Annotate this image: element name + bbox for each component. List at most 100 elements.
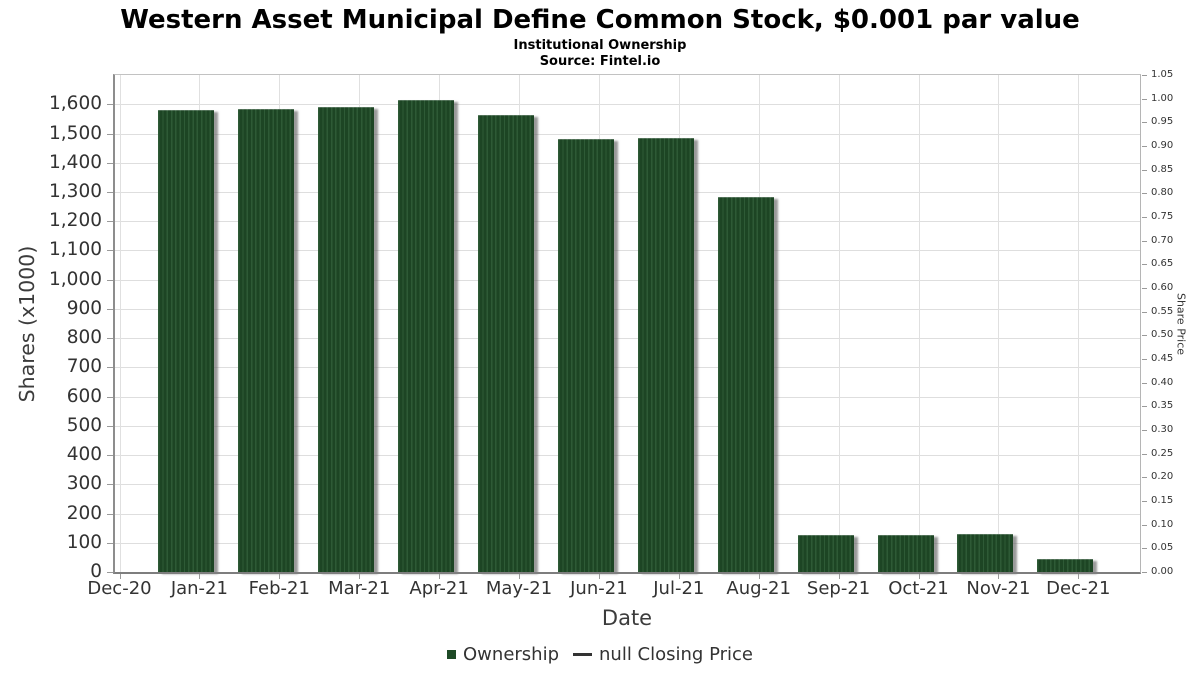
x-axis-tick-label-nov-21: Nov-21 [966,578,1031,599]
x-axis-tick-label-aug-21: Aug-21 [726,578,791,599]
right-axis-tick-mark [1142,146,1147,147]
left-axis-tick-mark [107,542,113,544]
gridline-horizontal [115,513,1140,515]
gridline-horizontal [115,279,1140,281]
bar-mar-21[interactable] [318,106,375,572]
right-axis-tick-mark [1142,501,1147,502]
x-axis-tick-label-dec-20: Dec-20 [87,578,152,599]
bar-dec-21[interactable] [1037,559,1094,572]
bar-nov-21[interactable] [957,534,1014,572]
left-axis-tick-label: 0 [90,561,102,582]
gridline-horizontal [115,542,1140,544]
right-axis-tick-label: 0.10 [1151,518,1174,530]
right-axis-tick-mark [1142,264,1147,266]
right-axis-tick-label: 0.75 [1151,211,1174,222]
bar-feb-21[interactable] [238,108,295,572]
left-axis-tick-label: 200 [66,502,102,524]
right-axis-tick-mark [1142,75,1147,76]
right-axis-tick-label: 0.35 [1151,400,1174,412]
left-axis-tick-label: 500 [66,414,102,436]
right-axis-tick-label: 0.30 [1151,424,1174,435]
left-axis-tick-label: 400 [66,444,102,466]
left-axis-tick-mark [107,396,113,398]
gridline-horizontal [115,104,1140,106]
right-axis-tick-mark [1142,359,1147,360]
right-axis-tick-label: 1.05 [1151,69,1174,80]
legend-item-closing-price[interactable]: null Closing Price [559,644,753,665]
x-axis-tick-label-jul-21: Jul-21 [653,578,705,599]
left-axis-tick-label: 100 [66,531,102,553]
x-axis-tick-label-sep-21: Sep-21 [806,578,871,599]
right-axis-tick-mark [1142,524,1147,526]
left-axis-tick-label: 1,600 [49,93,102,115]
left-axis-tick-mark [107,572,113,573]
right-axis-tick-mark [1142,311,1147,313]
right-axis-tick-mark [1142,335,1147,337]
bar-jan-21[interactable] [158,110,215,572]
bar-apr-21[interactable] [398,100,455,572]
x-axis-tick-label-jan-21: Jan-21 [170,578,228,599]
right-axis-tick-mark [1142,548,1147,550]
left-axis-tick-mark [107,104,113,106]
right-axis-tick-mark [1142,217,1147,218]
gridline-vertical [918,75,920,572]
gridline-horizontal [115,484,1140,486]
x-axis-tick-mark [279,574,281,579]
left-axis-tick-label: 900 [66,297,102,319]
left-axis-tick-label: 1,000 [49,268,102,290]
right-axis-tick-mark [1142,406,1147,408]
x-axis-tick-mark [838,574,840,579]
left-axis-tick-label: 600 [66,385,102,407]
legend-item-ownership[interactable]: Ownership [447,644,559,665]
x-axis-tick-label-apr-21: Apr-21 [409,578,469,599]
right-axis-tick-label: 0.65 [1151,258,1174,270]
x-axis-tick-label-dec-21: Dec-21 [1046,578,1111,599]
x-axis-tick-mark [519,574,520,579]
x-axis-tick-mark [678,574,680,579]
bar-jun-21[interactable] [557,139,614,572]
right-axis-tick-label: 0.90 [1151,140,1174,151]
gridline-horizontal [115,425,1140,427]
gridline-horizontal [115,162,1140,164]
x-axis-tick-mark [119,574,121,579]
bar-aug-21[interactable] [717,196,774,572]
gridline-horizontal [115,221,1140,223]
bar-oct-21[interactable] [877,534,934,572]
x-axis-tick-label-mar-21: Mar-21 [328,578,391,599]
x-axis-tick-mark [918,574,920,579]
right-axis-tick-mark [1142,122,1147,124]
right-axis-tick-mark [1142,288,1147,289]
right-axis-tick-label: 1.00 [1151,92,1174,104]
left-axis-tick-label: 300 [66,473,102,495]
right-axis-tick-label: 0.55 [1151,305,1174,317]
right-axis-tick-mark [1142,240,1147,242]
right-axis-tick-label: 0.85 [1151,163,1174,175]
right-axis-tick-label: 0.50 [1151,329,1174,341]
x-axis-tick-mark [1078,574,1080,579]
left-axis-tick-mark [107,221,113,223]
left-axis-tick-label: 1,100 [49,239,102,261]
left-axis-tick-label: 1,200 [49,210,102,232]
bar-sep-21[interactable] [797,534,854,572]
x-axis-tick-label-feb-21: Feb-21 [248,578,310,599]
gridline-horizontal [115,396,1140,398]
right-axis-tick-label: 0.25 [1151,447,1174,459]
right-axis-tick-label: 0.00 [1151,566,1174,577]
right-axis-tick-mark [1142,430,1147,431]
gridline-horizontal [115,308,1140,310]
right-axis-tick-mark [1142,193,1147,195]
x-axis-tick-label-may-21: May-21 [485,578,553,599]
left-axis-tick-mark [107,133,113,135]
left-axis-tick-mark [107,250,113,252]
bar-jul-21[interactable] [637,138,694,572]
right-axis-tick-mark [1142,453,1147,455]
bar-may-21[interactable] [478,115,534,572]
left-axis-tick-mark [107,425,113,427]
right-axis-tick-mark [1142,98,1147,100]
source-label: Source: Fintel.io [539,54,661,69]
x-axis-tick-mark [758,574,760,579]
left-axis-tick-label: 1,400 [49,151,102,173]
gridline-horizontal [115,367,1140,369]
page-title: Western Asset Municipal Define Common St… [120,5,1080,35]
